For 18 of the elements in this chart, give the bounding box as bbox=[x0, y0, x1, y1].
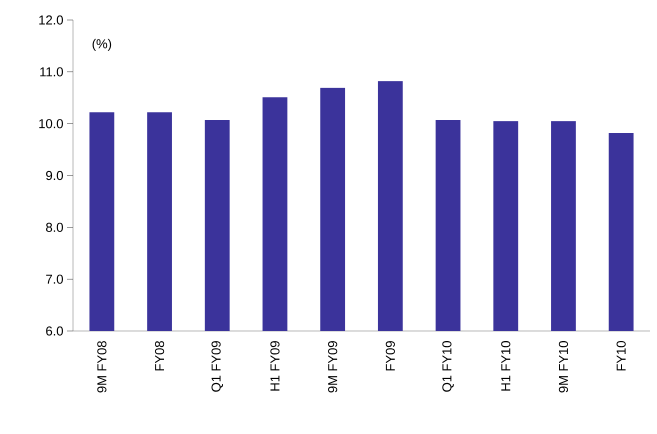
y-tick-label: 6.0 bbox=[46, 326, 63, 336]
x-tick-label: FY08 bbox=[154, 341, 164, 370]
x-tick-label: FY09 bbox=[386, 341, 395, 370]
y-tick-label: 11.0 bbox=[40, 67, 63, 76]
y-tick-label: 10.0 bbox=[39, 119, 63, 128]
x-tick-label: 9M FY08 bbox=[97, 341, 106, 392]
x-tick-label: Q1 FY09 bbox=[212, 341, 223, 392]
y-axis-title: (%) bbox=[92, 38, 112, 51]
x-tick-label: FY10 bbox=[616, 341, 626, 370]
x-tick-label: 9M FY10 bbox=[558, 341, 568, 392]
y-tick-label: 7.0 bbox=[46, 274, 63, 284]
y-tick-label: 9.0 bbox=[46, 170, 63, 180]
x-tick-label: H1 FY09 bbox=[270, 341, 280, 391]
x-tick-label: H1 FY10 bbox=[501, 341, 510, 391]
y-tick-label: 8.0 bbox=[46, 222, 63, 232]
y-tick-label: 12.0 bbox=[39, 15, 63, 25]
x-tick-label: 9M FY09 bbox=[328, 341, 338, 392]
x-tick-label: Q1 FY10 bbox=[442, 341, 454, 392]
